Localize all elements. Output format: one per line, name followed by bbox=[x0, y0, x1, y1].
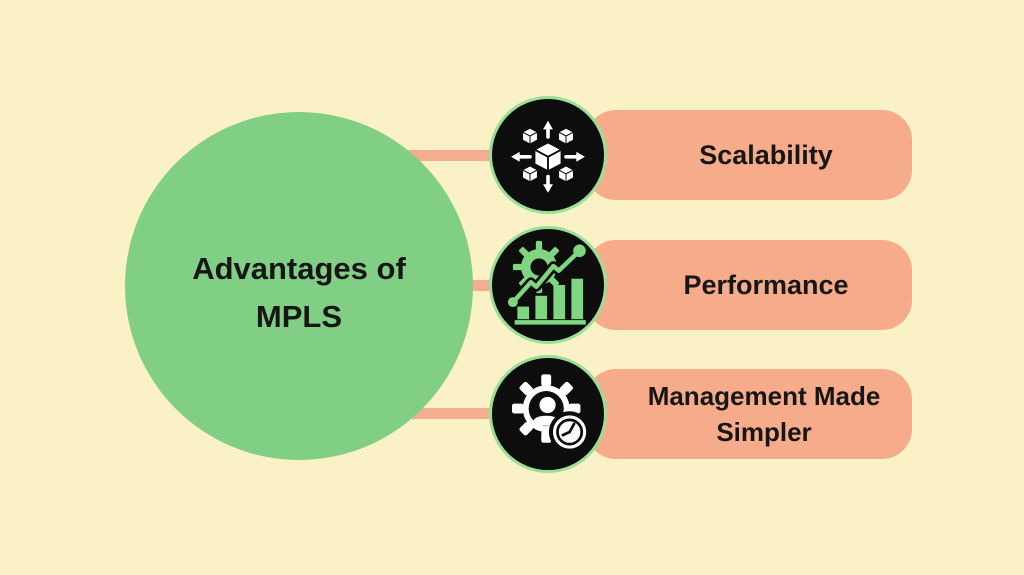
connector-line-scalability bbox=[392, 150, 560, 161]
scale-out-cubes-icon bbox=[511, 120, 585, 193]
advantage-label: Performance bbox=[683, 270, 849, 300]
scalability-icon-badge bbox=[489, 96, 607, 214]
main-topic-circle: Advantages of MPLS bbox=[125, 112, 473, 460]
gear-person-clock-icon bbox=[512, 374, 591, 453]
connector-line-management bbox=[392, 408, 560, 419]
page-title-line-1: Advantages of bbox=[192, 251, 406, 286]
performance-icon-badge bbox=[489, 226, 607, 344]
advantage-label: Scalability bbox=[699, 140, 833, 170]
gear-growth-chart-icon bbox=[507, 240, 586, 325]
page-title-line-2: MPLS bbox=[255, 299, 343, 334]
advantage-pill-management: Management Made Simpler bbox=[586, 369, 912, 459]
connector-line-performance bbox=[392, 280, 560, 291]
advantage-pill-performance: Performance bbox=[586, 240, 912, 330]
advantage-pill-scalability: Scalability bbox=[586, 110, 912, 200]
advantage-label: Management Made Simpler bbox=[647, 381, 881, 447]
management-icon-badge bbox=[489, 355, 607, 473]
page-title: Advantages of MPLS bbox=[192, 231, 406, 341]
